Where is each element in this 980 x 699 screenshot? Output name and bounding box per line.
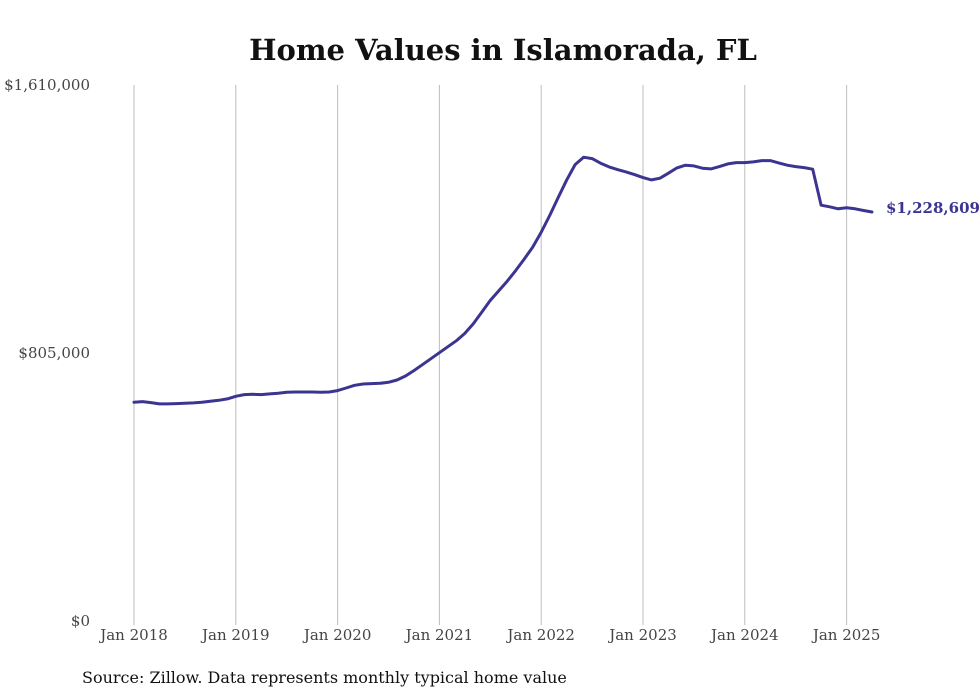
y-tick-label: $805,000	[18, 344, 90, 362]
gridlines	[133, 85, 848, 625]
x-tick-label: Jan 2022	[505, 626, 575, 644]
x-tick-label: Jan 2021	[404, 626, 474, 644]
x-tick-label: Jan 2024	[709, 626, 779, 644]
y-axis-tick-labels: $0 $805,000 $1,610,000	[4, 76, 90, 630]
y-tick-label: $0	[71, 612, 90, 630]
x-axis-tick-labels: Jan 2018 Jan 2019 Jan 2020 Jan 2021 Jan 2022…	[98, 626, 880, 644]
source-note: Source: Zillow. Data represents monthly …	[82, 668, 567, 687]
series-line-0	[132, 155, 874, 406]
y-tick-label: $1,610,000	[4, 76, 90, 94]
x-tick-label: Jan 2023	[607, 626, 677, 644]
x-tick-label: Jan 2018	[98, 626, 168, 644]
end-value-label: $1,228,609	[886, 199, 980, 217]
x-tick-label: Jan 2019	[200, 626, 270, 644]
chart-title: Home Values in Islamorada, FL	[249, 33, 757, 67]
x-tick-label: Jan 2025	[811, 626, 881, 644]
x-tick-label: Jan 2020	[302, 626, 372, 644]
series-layer	[132, 155, 874, 406]
